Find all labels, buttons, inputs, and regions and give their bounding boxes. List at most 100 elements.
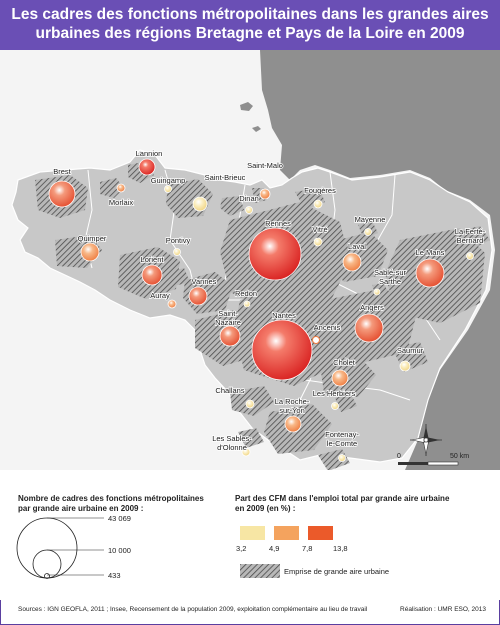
label-la-roche: La Roche- (275, 397, 310, 406)
hatch-label: Emprise de grande aire urbaine (284, 567, 390, 576)
realisation: Réalisation : UMR ESO, 2013 (400, 606, 486, 613)
label-bernard: Bernard (457, 236, 484, 245)
circle-saint-brieuc (192, 196, 208, 212)
color-break-3: 7,8 (302, 544, 313, 553)
circle-auray (167, 299, 177, 309)
circle-dinan (245, 206, 253, 214)
label-laval: Laval (348, 242, 366, 251)
circle-rennes (248, 227, 302, 281)
label-pontivy: Pontivy (166, 236, 191, 245)
title-line-2: urbaines des régions Bretagne et Pays de… (35, 25, 465, 42)
channel-islands (240, 102, 261, 132)
label-guingamp: Guingamp (151, 176, 186, 185)
hatch-swatch (240, 564, 280, 578)
label-challans: Challans (215, 386, 244, 395)
title-line-1: Les cadres des fonctions métropolitaines… (11, 6, 489, 23)
circle-quimper (80, 242, 100, 262)
circle-lorient (141, 264, 163, 286)
circle-lannion (138, 158, 156, 176)
swatch-red-orange (308, 526, 333, 540)
label-quimper: Quimper (78, 234, 107, 243)
label-olonne: d'Olonne (217, 443, 247, 452)
label-nazaire: Nazaire (215, 318, 241, 327)
label-morlaix: Morlaix (109, 198, 133, 207)
label-vannes: Vannes (192, 277, 217, 286)
circle-sable (373, 288, 381, 296)
scale-max: 50 km (450, 453, 469, 460)
color-swatches (240, 526, 340, 540)
size-legend-value-small: 433 (108, 571, 121, 580)
label-la-ferte: La Ferté- (455, 227, 486, 236)
label-sarthe: Sarthe (379, 277, 401, 286)
label-sable: Sablé-sur (374, 268, 407, 277)
label-nantes: Nantes (272, 311, 296, 320)
circle-saint-malo (259, 188, 271, 200)
size-legend-title: Nombre de cadres des fonctions métropoli… (18, 494, 204, 514)
circle-pontivy (173, 248, 181, 256)
color-break-2: 4,9 (269, 544, 280, 553)
scale-zero: 0 (397, 453, 401, 460)
circle-morlaix (116, 183, 126, 193)
label-fontenay: Fontenay- (325, 430, 359, 439)
scale-bar: 0 50 km (397, 453, 469, 466)
label-auray: Auray (150, 291, 170, 300)
color-break-1: 3,2 (236, 544, 247, 553)
label-saint-malo: Saint-Malo (247, 161, 283, 170)
size-legend-title-1: Nombre de cadres des fonctions métropoli… (18, 494, 204, 503)
color-break-4: 13,8 (333, 544, 348, 553)
color-legend-title: Part des CFM dans l'emploi total par gra… (235, 494, 449, 514)
label-rennes: Rennes (265, 219, 291, 228)
label-saint-brieuc: Saint-Brieuc (205, 173, 246, 182)
title-bar: Les cadres des fonctions métropolitaines… (0, 0, 500, 50)
circle-vannes (188, 286, 208, 306)
map-svg: Lannion Brest Morlaix Guingamp Saint-Bri… (0, 50, 500, 470)
circle-les-sables (241, 447, 251, 457)
circle-cholet (331, 369, 349, 387)
city-labels: Lannion Brest Morlaix Guingamp Saint-Bri… (52, 148, 486, 453)
circle-brest (48, 180, 76, 208)
label-redon: Redon (235, 289, 257, 298)
circle-le-mans (415, 258, 445, 288)
label-les-herbiers: Les Herbiers (313, 389, 356, 398)
color-legend-title-1: Part des CFM dans l'emploi total par gra… (235, 494, 450, 503)
size-legend-circles (16, 517, 104, 579)
circle-ancenis (312, 336, 320, 344)
size-legend-title-2: par grande aire urbaine en 2009 : (18, 504, 144, 513)
circle-challans (245, 399, 255, 409)
label-saumur: Saumur (397, 346, 424, 355)
legend: Nombre de cadres des fonctions métropoli… (0, 470, 500, 600)
label-vitre: Vitré (312, 225, 327, 234)
circle-la-roche-sur-yon (284, 415, 302, 433)
label-dinan: Dinan (239, 194, 259, 203)
circle-mayenne (364, 228, 372, 236)
swatch-orange (274, 526, 299, 540)
circle-redon (243, 300, 251, 308)
circle-saint-nazaire (219, 325, 241, 347)
circle-les-herbiers (331, 402, 339, 410)
circle-nantes (251, 319, 313, 381)
circle-la-ferte-bernard (466, 252, 474, 260)
label-saint: Saint- (218, 309, 238, 318)
label-fougeres: Fougères (304, 186, 336, 195)
neighbour-land (260, 50, 500, 470)
label-brest: Brest (53, 167, 71, 176)
label-sur-yon: sur-Yon (279, 406, 305, 415)
circle-guingamp (164, 185, 172, 193)
circle-fougeres (313, 199, 323, 209)
north-arrow-icon (410, 424, 442, 456)
sources: Sources : IGN GEOFLA, 2011 ; Insee, Rece… (18, 606, 368, 613)
label-angers: Angers (360, 303, 384, 312)
circle-angers (354, 313, 384, 343)
label-cholet: Cholet (333, 358, 356, 367)
circle-saumur (399, 360, 411, 372)
label-le-mans: Le Mans (416, 248, 445, 257)
circles (48, 158, 474, 462)
circle-laval (342, 252, 362, 272)
label-mayenne: Mayenne (355, 215, 386, 224)
label-lannion: Lannion (136, 149, 163, 158)
label-les-sables: Les Sables- (212, 434, 252, 443)
circle-fontenay (338, 454, 346, 462)
swatch-yellow (240, 526, 265, 540)
label-ancenis: Ancenis (314, 323, 341, 332)
color-legend-title-2: en 2009 (en %) : (235, 504, 296, 513)
